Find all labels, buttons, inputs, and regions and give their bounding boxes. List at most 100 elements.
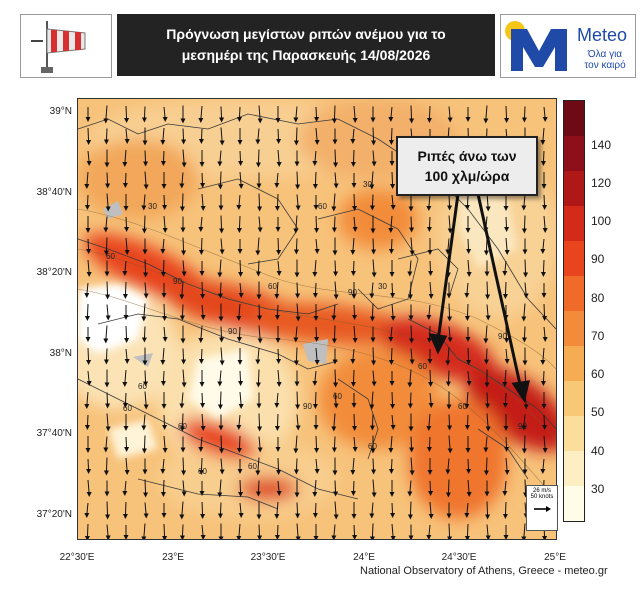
wind-arrow [312,391,318,409]
wind-arrow [522,458,528,475]
contour-label: 90 [348,288,357,297]
callout-pointer-arrows [428,193,530,403]
wind-arrow [141,523,147,539]
colorbar-segment [564,486,584,521]
wind-arrow [179,501,185,520]
wind-arrow [542,194,548,210]
wind-arrow [105,524,111,539]
wind-arrow [295,171,301,190]
wind-arrow [274,413,280,431]
wind-arrow [446,282,452,299]
wind-arrow [217,370,223,387]
wind-arrow [445,347,451,366]
contour-label: 90 [173,277,182,286]
wind-arrow [181,457,187,476]
wind-arrow [162,523,168,539]
wind-arrow [352,436,358,452]
wind-arrow [447,106,453,123]
wind-arrow [181,348,187,365]
wind-arrow [332,237,338,256]
wind-arrow [198,436,204,452]
wind-arrow [408,413,414,432]
wind-arrow [446,502,452,519]
wind-arrow [122,392,128,408]
wind-arrow [84,523,90,539]
wind-arrow [200,392,206,408]
wind-arrow [84,414,90,430]
wind-arrow [484,260,490,277]
wind-arrow [521,303,527,322]
contour-label: 60 [123,404,132,413]
wind-arrow [218,303,224,322]
wind-arrow [199,261,205,276]
wind-arrow [257,413,263,432]
wind-arrow [276,128,282,144]
wind-arrow [352,193,358,211]
wind-arrow [485,524,491,539]
arrow-right-icon [534,506,551,512]
wind-arrow [485,193,491,212]
wind-arrow [257,304,263,321]
wind-arrow [103,436,109,453]
y-tick: 39°N [49,106,72,117]
wind-arrow [198,348,204,364]
wind-arrow [180,105,186,124]
wind-arrow [122,172,128,188]
wind-arrow [217,150,223,167]
wind-arrow [293,347,299,366]
wind-arrow [540,238,546,254]
wind-arrow [542,435,548,453]
wind-arrow [84,171,90,189]
wind-arrow [352,413,358,431]
meteo-logo[interactable]: Meteo Όλα για τον καιρό [500,14,636,78]
wind-arrow [295,194,301,211]
wind-arrow [162,194,168,210]
wind-arrow [503,525,509,539]
wind-arrow [217,479,223,498]
wind-arrow [314,238,320,254]
wind-arrow [105,501,111,520]
wind-arrow [426,436,432,452]
wind-arrow [162,435,168,453]
wind-arrow [485,413,491,432]
wind-arrow [314,326,320,342]
wind-arrow [85,436,91,453]
wind-arrow [141,194,147,211]
wind-arrow [350,348,356,364]
wind-arrow [160,347,166,365]
wind-arrow [331,304,337,321]
wind-arrow [350,237,356,255]
wind-arrow [523,259,529,278]
wind-arrow [408,193,414,212]
wind-arrow [542,303,548,321]
wind-arrow [217,502,223,519]
wind-arrow [179,281,185,300]
wind-arrow [257,436,263,453]
wind-arrow [485,281,491,300]
wind-arrow [407,369,413,388]
wind-arrow [409,105,415,124]
wind-arrow [198,105,204,123]
wind-arrow [274,392,280,408]
wind-arrow [84,391,90,409]
x-tick: 23°30'E [250,552,286,563]
logo-tagline-2: τον καιρό [584,60,626,71]
wind-arrow [256,172,262,189]
wind-arrow [179,193,185,212]
wind-arrow [466,347,472,365]
contour-label: 60 [106,252,115,261]
wind-arrow [86,238,92,254]
wind-arrow [295,523,301,539]
wind-arrow [275,106,281,123]
wind-arrow [351,173,357,188]
wind-arrow [181,237,187,256]
wind-arrow [388,238,394,254]
wind-arrow [447,435,453,454]
wind-arrow [200,172,206,188]
wind-arrow [181,149,187,168]
wind-arrow [388,458,394,474]
wind-arrow [521,435,527,454]
wind-arrow [180,436,186,453]
wind-arrow [276,237,282,255]
wind-arrow [352,216,358,232]
